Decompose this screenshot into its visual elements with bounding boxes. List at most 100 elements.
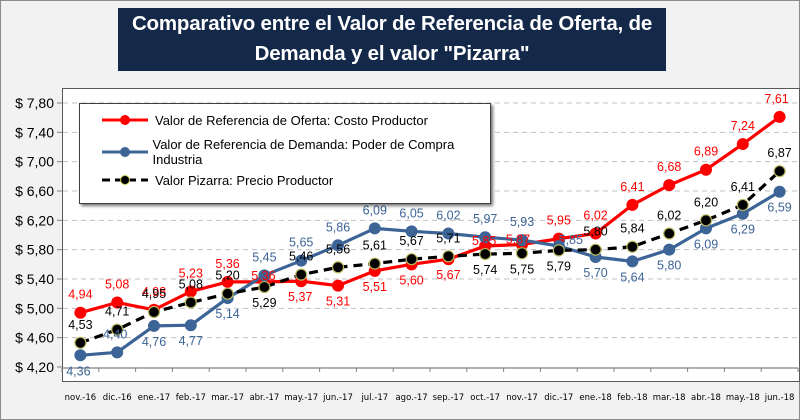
data-label-pizarra: 5,67 [399,234,423,248]
y-tick-label: $ 4,60 [15,330,54,346]
y-axis: $ 4,20 $ 4,60 $ 5,00 $ 5,40 $ 5,80 $ 6,20 $ 6,… [15,95,62,375]
series-group [74,110,786,362]
data-label-oferta: 6,89 [694,145,718,159]
data-label-pizarra: 6,02 [657,209,681,223]
data-point-pizarra [74,336,87,349]
data-point-pizarra [258,280,271,294]
x-tick-label: ago.-17 [395,393,427,403]
legend-item-oferta: Valor de Referencia de Oferta: Costo Pro… [100,110,428,130]
data-point-pizarra [147,305,161,319]
x-tick-label: abr.-18 [691,393,721,403]
data-label-pizarra: 6,20 [694,195,718,209]
data-point-demanda [516,234,528,247]
data-point-pizarra [626,240,639,253]
legend-label-oferta: Valor de Referencia de Oferta: Costo Pro… [155,112,428,128]
x-tick-label: feb.-18 [617,393,647,403]
data-label-demanda: 4,76 [142,335,166,349]
data-label-oferta: 5,31 [326,295,350,309]
legend-marker-oferta-icon [102,115,148,125]
data-point-demanda [148,319,160,332]
data-label-pizarra: 5,75 [510,262,534,276]
data-point-demanda [368,222,381,235]
data-point-demanda [295,254,308,267]
data-point-demanda [663,243,676,256]
data-label-pizarra: 6,87 [767,146,791,160]
data-label-demanda: 5,86 [326,220,350,234]
data-label-demanda: 4,40 [103,327,127,341]
y-tick-label: $ 6,60 [15,183,54,199]
data-label-oferta: 5,60 [399,273,423,287]
gridlines [63,102,798,339]
data-label-pizarra: 4,53 [68,318,92,332]
data-label-oferta: 6,41 [620,180,644,194]
data-point-oferta [332,279,344,292]
data-label-oferta: 5,36 [251,269,275,283]
data-point-oferta [773,110,786,123]
chart-title-line-2: Demanda y el valor "Pizarra" [254,42,530,65]
data-label-pizarra: 4,71 [105,305,129,319]
data-point-demanda [773,185,786,198]
data-label-demanda: 4,77 [179,334,203,348]
series-line-oferta [79,115,781,315]
x-tick-label: may.-17 [284,393,318,403]
series-line-demanda [80,190,781,357]
data-label-pizarra: 5,79 [547,259,571,273]
data-point-pizarra [515,247,529,260]
data-label-oferta: 5,51 [363,280,387,294]
y-tick-label: $ 7,80 [15,95,54,111]
data-label-demanda: 6,05 [399,206,423,220]
data-point-pizarra [405,253,418,266]
legend: Valor de Referencia de Oferta: Costo Pro… [79,103,491,204]
x-tick-label: dic.-17 [544,393,573,403]
data-point-demanda [258,269,271,282]
data-point-oferta [221,275,234,288]
data-point-oferta [74,306,87,319]
data-point-pizarra [295,268,308,281]
data-label-oferta: 5,95 [547,214,571,228]
data-label-demanda: 5,97 [473,212,497,226]
data-point-oferta [700,163,712,176]
data-point-pizarra [442,250,455,263]
data-label-oferta: 6,02 [583,209,607,223]
data-point-demanda [184,319,197,332]
data-label-oferta: 4,94 [68,288,92,302]
data-label-pizarra: 5,56 [326,242,350,256]
data-label-demanda: 5,14 [215,307,239,321]
x-tick-label: mar.-18 [653,393,686,403]
data-label-pizarra: 5,80 [583,225,607,239]
y-tick-label: $ 5,40 [15,271,54,287]
data-point-oferta [589,227,602,240]
chart-title-line-1: Comparativo entre el Valor de Referencia… [131,12,653,35]
data-label-pizarra: 6,41 [731,180,755,194]
legend-item-demanda: Valor de Referencia de Demanda: Poder de… [100,137,490,167]
x-tick-label: ene.-18 [579,393,611,403]
data-label-pizarra: 5,84 [620,222,644,236]
data-point-pizarra [479,247,492,261]
data-label-pizarra: 5,20 [215,269,239,283]
data-point-demanda [111,346,124,359]
data-point-oferta [736,138,749,151]
data-point-demanda [736,207,749,220]
data-label-pizarra: 5,61 [363,239,387,253]
data-point-oferta [184,285,197,298]
data-point-pizarra [184,296,197,309]
data-label-oferta: 5,87 [506,233,530,247]
legend-item-pizarra: Valor Pizarra: Precio Productor [100,170,333,190]
legend-marker-demanda-icon [102,147,148,157]
x-tick-label: jul.-17 [360,393,388,403]
data-label-demanda: 5,45 [252,250,276,264]
data-label-demanda: 4,36 [66,364,90,378]
data-point-demanda [405,225,418,238]
data-label-demanda: 6,09 [363,203,387,217]
data-label-pizarra: 5,46 [289,250,313,264]
data-point-demanda [74,349,87,362]
data-label-demanda: 5,93 [510,215,534,229]
chart-title: Comparativo entre el Valor de Referencia… [118,8,666,71]
data-label-oferta: 5,67 [436,268,460,282]
data-label-demanda: 6,59 [767,201,791,215]
data-point-pizarra [773,165,786,178]
data-point-oferta [663,179,676,192]
data-point-pizarra [552,244,565,257]
x-tick-label: feb.-17 [176,393,206,403]
data-label-demanda: 5,65 [289,236,313,250]
